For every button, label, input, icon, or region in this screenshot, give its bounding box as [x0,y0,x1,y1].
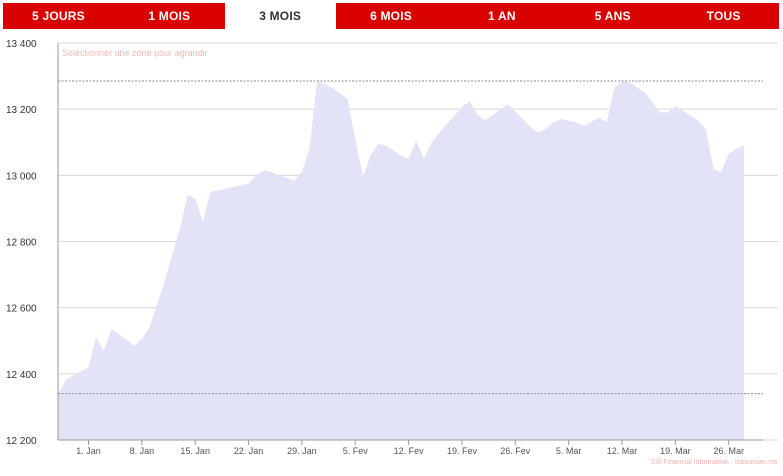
x-tick-label: 19. Fev [447,446,478,456]
x-tick-label: 26. Mar [713,446,744,456]
tab-tous[interactable]: TOUS [668,3,780,29]
tab-5-ans[interactable]: 5 ANS [557,3,669,29]
x-tick-label: 1. Jan [76,446,101,456]
x-tick-label: 8. Jan [130,446,155,456]
x-tick-label: 12. Fev [394,446,425,456]
x-tick-label: 22. Jan [234,446,264,456]
y-tick-label: 12 600 [6,304,37,315]
reference-lines [58,80,763,395]
y-tick-label: 13 400 [6,39,37,50]
x-tick-label: 5. Mar [556,446,582,456]
y-tick-label: 13 000 [6,171,37,182]
area-layer [58,81,744,440]
x-tick-label: 19. Mar [660,446,691,456]
y-tick-label: 12 800 [6,238,37,249]
price-area-series[interactable] [58,81,744,440]
y-tick-label: 12 200 [6,436,37,447]
tab-1-an[interactable]: 1 AN [446,3,558,29]
x-tick-label: 26. Fev [500,446,531,456]
x-tick-label: 29. Jan [287,446,317,456]
axes: 12 200 12 400 12 600 12 800 13 000 13 200 13 4… [6,39,763,456]
range-tabs: 5 JOURS 1 MOIS 3 MOIS 6 MOIS 1 AN 5 ANS … [3,3,780,29]
x-tick-label: 15. Jan [180,446,210,456]
x-tick-label: 12. Mar [607,446,638,456]
credits-label[interactable]: SIX Financial Information - leboursier.m… [651,459,778,466]
tab-1-mois[interactable]: 1 MOIS [113,3,225,29]
y-tick-label: 12 400 [6,370,37,381]
x-tick-label: 5. Fev [343,446,369,456]
y-tick-label: 13 200 [6,105,37,116]
tab-5-jours[interactable]: 5 JOURS [3,3,114,29]
tab-3-mois[interactable]: 3 MOIS [224,3,336,29]
zoom-hint: Sélectionner une zone pour agrandir [62,48,208,58]
tab-6-mois[interactable]: 6 MOIS [335,3,447,29]
